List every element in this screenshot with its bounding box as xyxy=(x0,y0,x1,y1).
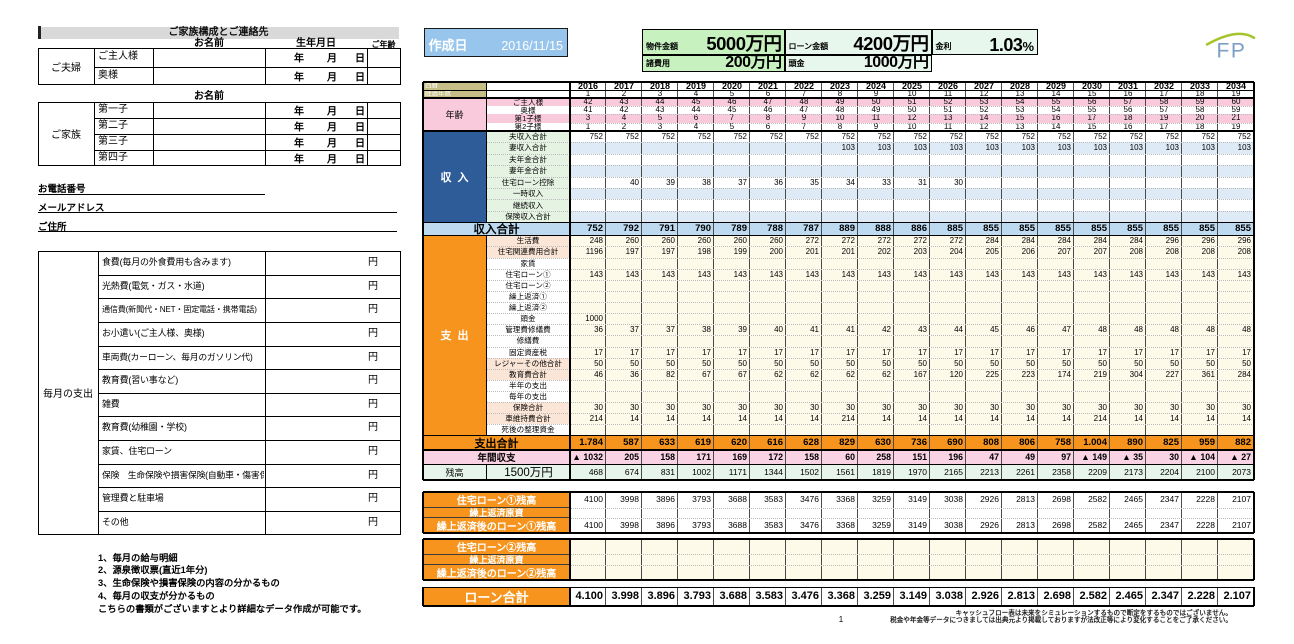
svg-text:FP: FP xyxy=(1217,40,1247,61)
